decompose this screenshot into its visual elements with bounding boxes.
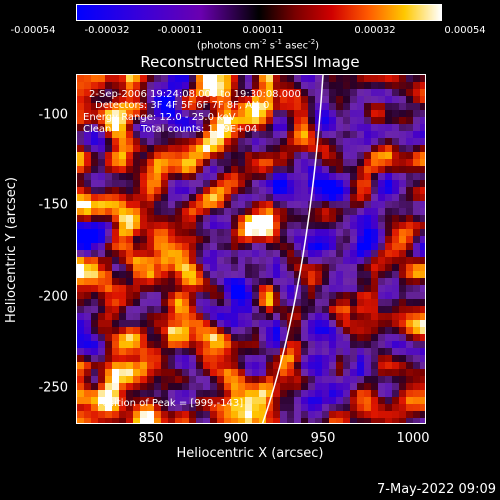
total-counts-annotation: Total counts: 1.69E+04 — [141, 124, 258, 135]
colorbar-tick-label: 0.00011 — [242, 25, 284, 36]
heatmap-image — [77, 75, 425, 423]
x-tick-label: 1000 — [396, 431, 430, 446]
peak-position-annotation: Position of Peak = [999,-143] — [97, 398, 244, 409]
colorbar-units: (photons cm-2 s-1 asec-2) — [196, 38, 320, 52]
colorbar-tick-label: -0.00011 — [157, 25, 203, 36]
x-tick-label: 900 — [223, 431, 249, 446]
x-tick-label: 950 — [310, 431, 336, 446]
colorbar — [76, 4, 442, 21]
y-tick-label: -150 — [38, 197, 68, 213]
colorbar-tick-label: -0.00032 — [84, 25, 130, 36]
x-tick-label: 850 — [138, 431, 164, 446]
colorbar-tick-label: 0.00054 — [444, 25, 486, 36]
x-axis-label: Heliocentric X (arcsec) — [176, 446, 324, 461]
y-tick-label: -100 — [38, 107, 68, 123]
image-plot: 2-Sep-2006 19:24:08.000 to 19:30:08.000 … — [76, 74, 426, 424]
colorbar-tick-label: -0.00054 — [10, 25, 56, 36]
y-axis-label: Heliocentric Y (arcsec) — [4, 177, 19, 323]
colorbar-tick-label: 0.00032 — [354, 25, 396, 36]
clean-annotation: Clean — [83, 124, 112, 135]
y-tick-label: -250 — [38, 380, 68, 396]
solar-limb-line — [261, 75, 324, 423]
energy-range-annotation: Energy Range: 12.0 - 25.0 keV — [83, 112, 236, 123]
detectors-annotation: Detectors: 3F 4F 5F 6F 7F 8F, Att 0 — [95, 100, 270, 111]
render-timestamp: 7-May-2022 09:09 — [377, 482, 496, 497]
plot-title: Reconstructed RHESSI Image — [140, 53, 360, 71]
time-range-annotation: 2-Sep-2006 19:24:08.000 to 19:30:08.000 — [89, 89, 301, 100]
y-tick-label: -200 — [38, 289, 68, 305]
